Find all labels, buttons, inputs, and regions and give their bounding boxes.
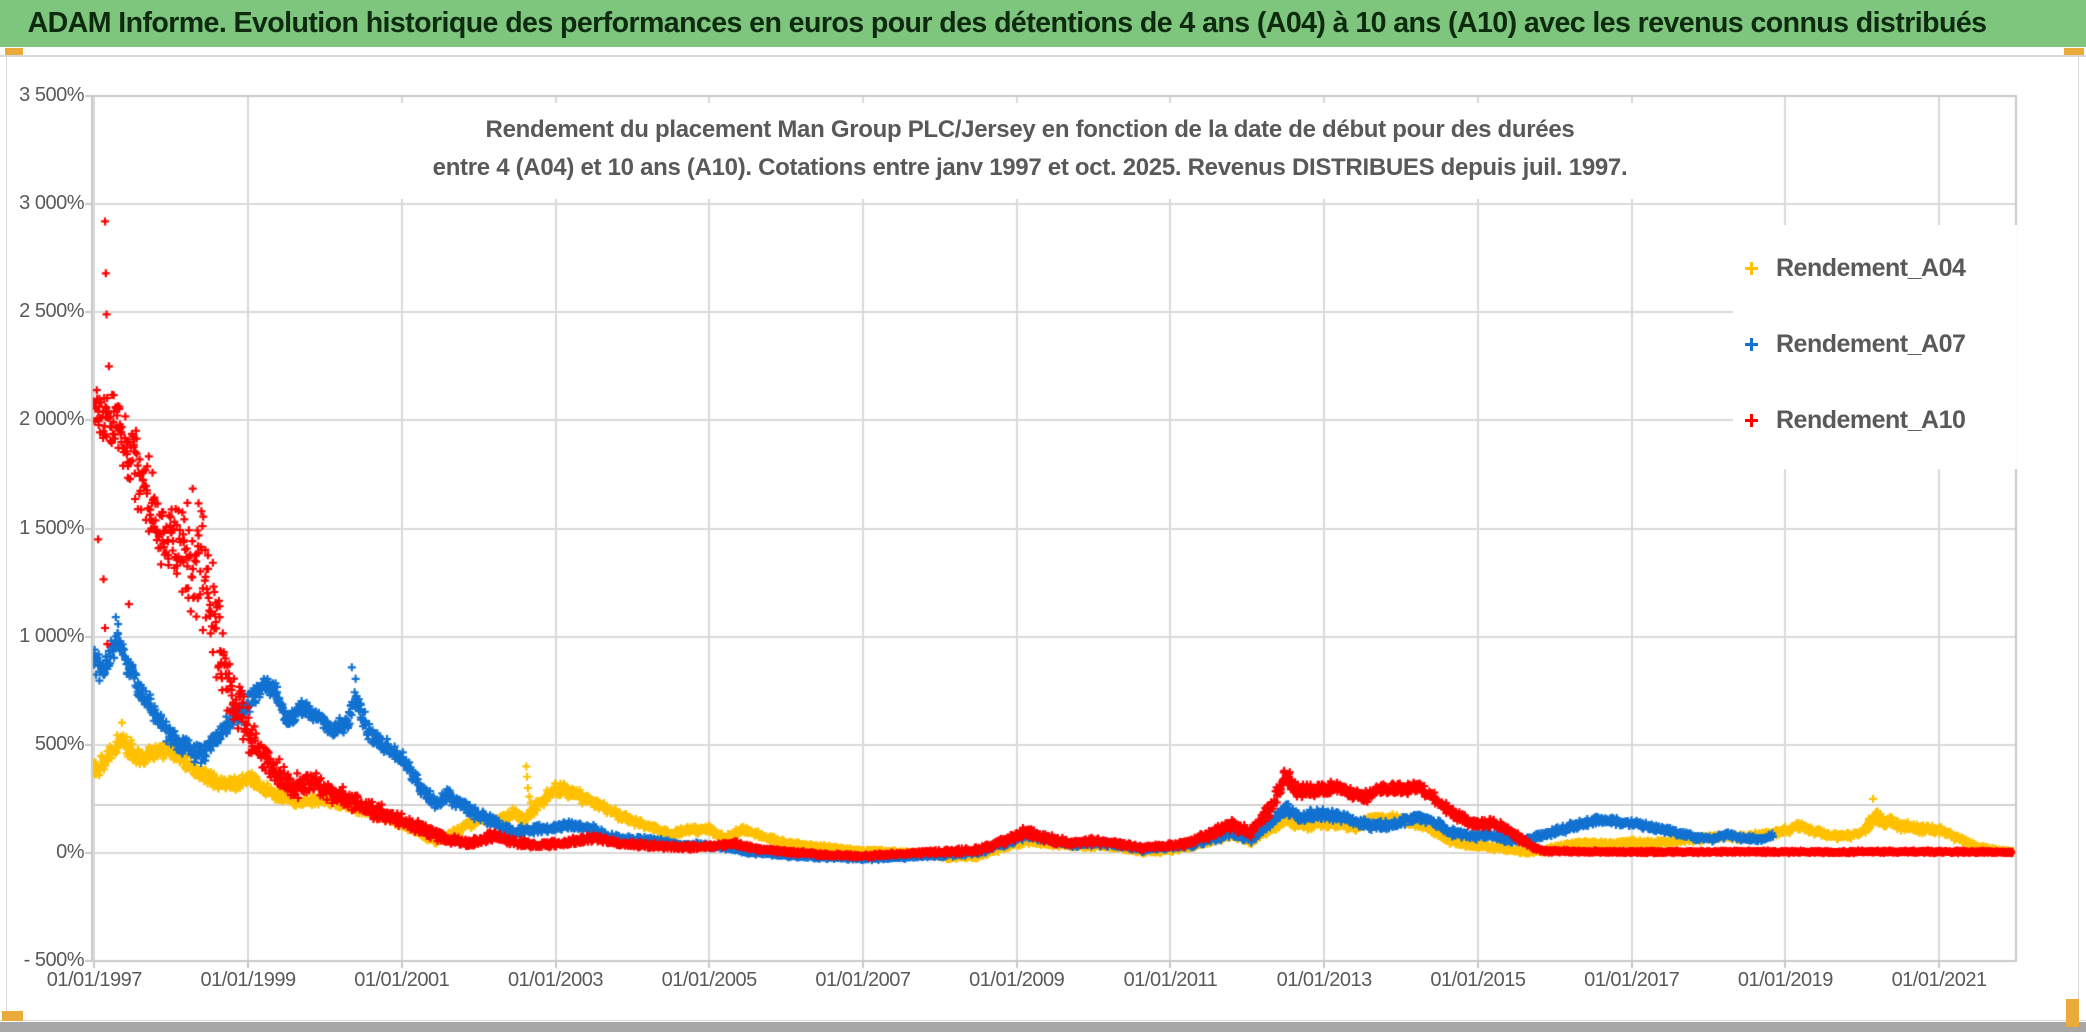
y-axis-tick-label: 500% <box>34 732 85 755</box>
x-axis-tick-label: 01/01/2007 <box>815 969 911 991</box>
x-axis-tick-label: 01/01/2001 <box>354 969 450 991</box>
chart-title: Rendement du placement Man Group PLC/Jer… <box>330 103 1730 199</box>
legend-label: Rendement_A04 <box>1776 253 1966 282</box>
x-axis-tick-label: 01/01/2015 <box>1430 969 1526 991</box>
header-banner: ADAM Informe. Evolution historique des p… <box>0 0 2086 47</box>
scatter-plot-canvas <box>0 47 2086 1032</box>
y-axis-tick-label: 1 500% <box>19 516 84 539</box>
chart-legend: Rendement_A04 Rendement_A07 Rendement_A10 <box>1733 225 2017 469</box>
y-axis-tick-label: 1 000% <box>19 624 84 647</box>
legend-item-a10: Rendement_A10 <box>1743 393 2017 447</box>
chart-title-line1: Rendement du placement Man Group PLC/Jer… <box>485 116 1575 143</box>
plus-marker-icon <box>1745 261 1758 275</box>
x-axis-tick-label: 01/01/2011 <box>1123 969 1218 991</box>
accent-mark-bottom-right <box>2066 999 2079 1027</box>
legend-label: Rendement_A10 <box>1776 405 1966 434</box>
y-axis-tick-label: 2 500% <box>19 300 84 323</box>
y-axis-tick-label: 3 000% <box>19 192 84 215</box>
x-axis-tick-label: 01/01/2009 <box>969 969 1065 991</box>
legend-label: Rendement_A07 <box>1776 329 1966 358</box>
accent-mark-bottom-left <box>2 1011 23 1021</box>
x-axis-tick-label: 01/01/2003 <box>507 969 604 991</box>
plus-marker-icon <box>1745 413 1758 427</box>
y-axis-tick-label: - 500% <box>23 949 85 971</box>
y-axis-tick-label: 2 000% <box>19 408 84 431</box>
x-axis-tick-label: 01/01/1997 <box>46 969 143 991</box>
y-axis-tick-label: 0% <box>56 840 84 863</box>
x-axis-tick-label: 01/01/2013 <box>1276 969 1373 991</box>
y-axis-tick-label: 3 500% <box>19 84 84 106</box>
x-axis-tick-label: 01/01/1999 <box>200 969 296 991</box>
chart-title-line2: entre 4 (A04) et 10 ans (A10). Cotations… <box>432 154 1628 181</box>
plus-marker-icon <box>1745 337 1758 351</box>
page-title: ADAM Informe. Evolution historique des p… <box>27 7 1987 39</box>
chart-region: Rendement du placement Man Group PLC/Jer… <box>0 47 2086 1032</box>
x-axis-tick-label: 01/01/2017 <box>1584 969 1680 991</box>
x-axis-tick-label: 01/01/2005 <box>661 969 758 991</box>
x-axis-tick-label: 01/01/2019 <box>1737 969 1834 991</box>
x-axis-tick-label: 01/01/2021 <box>1891 969 1988 991</box>
legend-item-a07: Rendement_A07 <box>1743 317 2017 371</box>
legend-item-a04: Rendement_A04 <box>1743 241 2017 295</box>
